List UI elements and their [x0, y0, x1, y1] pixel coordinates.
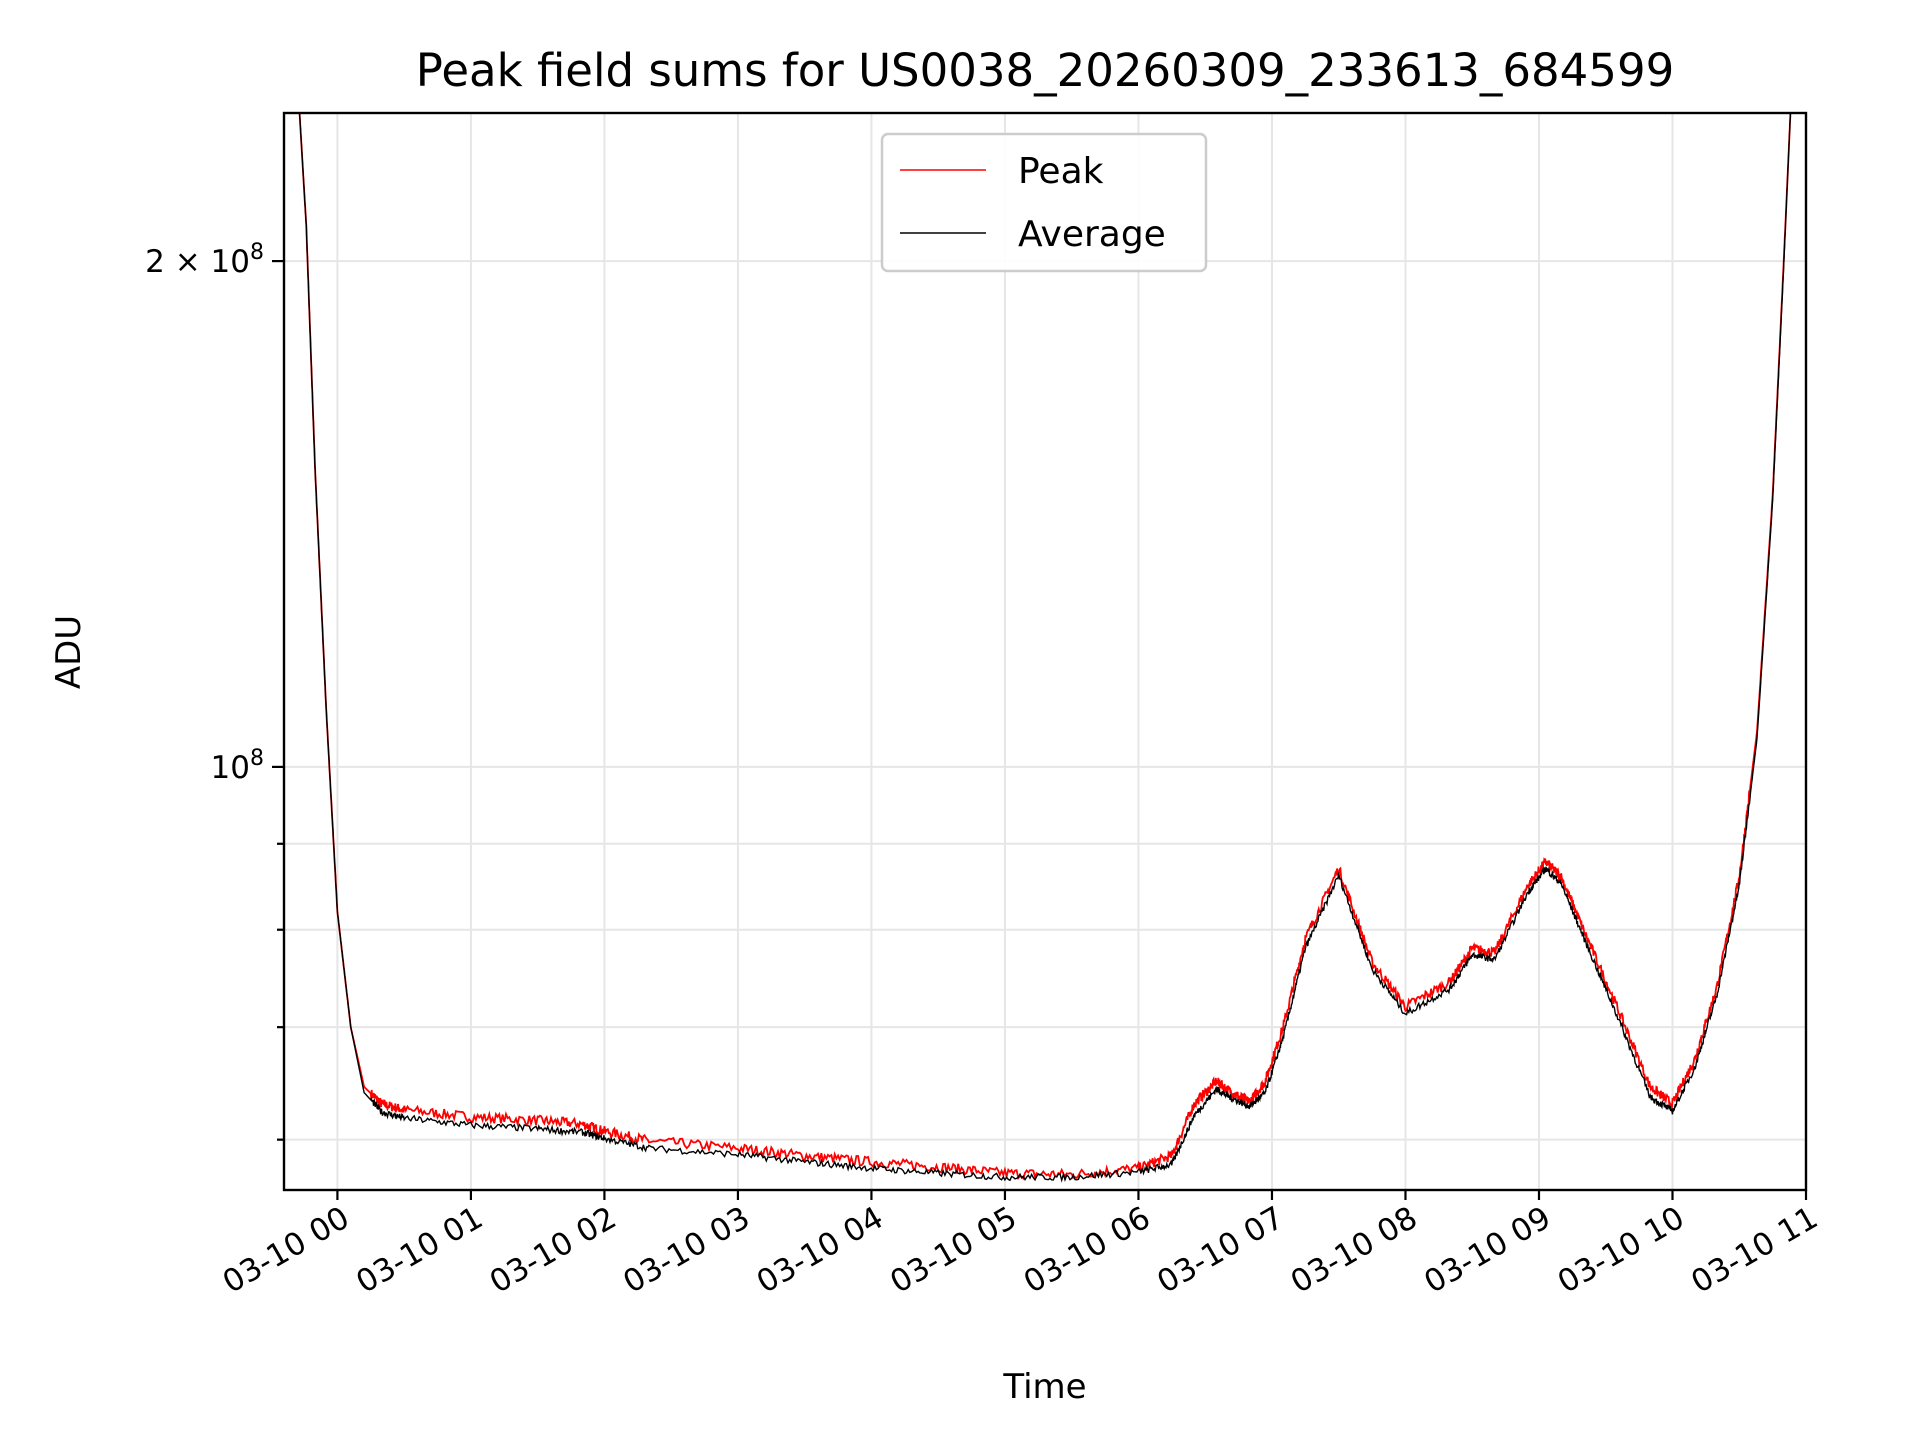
- x-tick-label: 03-10 08: [1285, 1200, 1424, 1301]
- y-tick-label: 2 × 108: [145, 240, 264, 280]
- y-tick-label: 108: [211, 746, 264, 786]
- x-tick-label: 03-10 07: [1151, 1200, 1290, 1301]
- grid: [284, 113, 1807, 1190]
- x-axis-label: Time: [1002, 1367, 1086, 1407]
- x-tick-label: 03-10 03: [617, 1200, 756, 1301]
- x-tick-label: 03-10 02: [484, 1200, 623, 1301]
- legend: Peak Average: [880, 132, 1208, 273]
- x-tick-label: 03-10 04: [751, 1200, 890, 1301]
- series-line-average: [298, 113, 1792, 1183]
- legend-label-average: Average: [1018, 214, 1166, 255]
- x-tick-label: 03-10 01: [350, 1200, 489, 1301]
- x-tick-label: 03-10 11: [1685, 1200, 1824, 1301]
- series-line-peak: [298, 113, 1792, 1181]
- series-layer: [298, 113, 1792, 1183]
- x-tick-label: 03-10 10: [1552, 1200, 1691, 1301]
- x-tick-label: 03-10 06: [1018, 1200, 1157, 1301]
- plot-frame: [282, 111, 1808, 1192]
- x-tick-label: 03-10 05: [884, 1200, 1023, 1301]
- y-axis-label: ADU: [49, 615, 89, 689]
- x-tick-label: 03-10 00: [217, 1200, 356, 1301]
- y-axis: 108 2 × 108: [145, 240, 284, 1141]
- legend-label-peak: Peak: [1018, 151, 1104, 192]
- x-tick-label: 03-10 09: [1418, 1200, 1557, 1301]
- legend-box: [880, 132, 1208, 273]
- chart-title: Peak field sums for US0038_20260309_2336…: [416, 44, 1674, 97]
